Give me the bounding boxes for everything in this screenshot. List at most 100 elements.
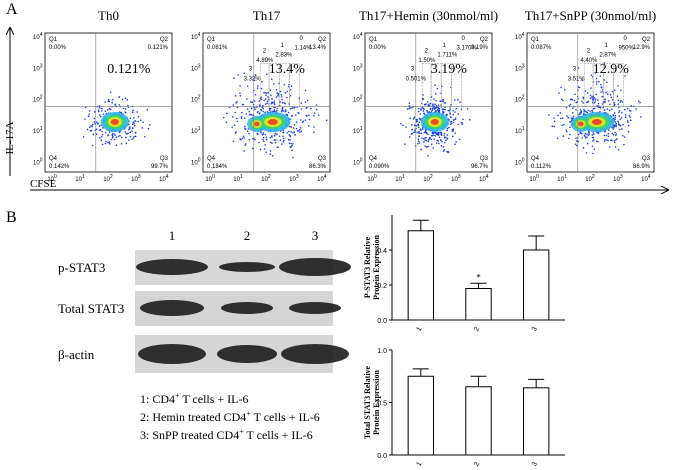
event-dot	[627, 124, 630, 127]
event-dot	[589, 97, 592, 100]
event-dot	[263, 148, 266, 150]
tick-base: 10	[33, 160, 40, 166]
event-dot	[308, 114, 310, 117]
event-dot	[606, 81, 608, 84]
tick-base: 10	[529, 177, 536, 183]
event-dot	[586, 101, 588, 104]
event-dot	[565, 129, 568, 131]
tick-base: 10	[317, 177, 324, 183]
event-dot	[448, 110, 451, 112]
event-dot	[553, 117, 555, 119]
event-dot	[418, 142, 421, 144]
event-dot	[91, 125, 93, 128]
event-dot	[279, 90, 282, 93]
plot-title: Th0	[98, 8, 119, 23]
event-dot	[462, 118, 464, 121]
event-dot	[300, 102, 303, 104]
tick-base: 10	[641, 177, 648, 183]
quadrant-pct: 0.121%	[148, 45, 169, 51]
event-dot	[146, 109, 149, 111]
event-dot	[457, 123, 459, 126]
quadrant-name: Q2	[160, 37, 169, 43]
tick-base: 10	[353, 66, 360, 72]
event-dot	[443, 132, 446, 135]
event-dot	[614, 118, 616, 121]
tick-base: 10	[515, 129, 522, 135]
plot-frame	[526, 32, 655, 173]
y-tick-label: 101	[515, 126, 525, 135]
event-dot	[264, 91, 267, 94]
event-dot	[294, 114, 297, 116]
event-dot	[278, 135, 281, 137]
tick-base: 10	[515, 35, 522, 41]
event-dot	[287, 111, 290, 114]
event-dot	[274, 141, 277, 144]
event-dot	[271, 142, 273, 144]
event-dot	[132, 121, 135, 124]
event-dot	[254, 93, 257, 96]
error-bar	[470, 375, 487, 387]
event-dot	[614, 121, 617, 123]
tick-exponent: 2	[522, 95, 525, 101]
event-dot	[423, 131, 426, 134]
event-dot	[460, 108, 463, 111]
event-dot	[98, 125, 101, 127]
x-tick-label: 101	[75, 174, 85, 183]
event-dot	[603, 62, 606, 64]
event-dot	[558, 92, 560, 94]
event-dot	[260, 87, 263, 90]
event-dot	[563, 123, 565, 126]
event-dot	[442, 112, 444, 114]
event-dot	[108, 141, 111, 143]
event-dot	[262, 132, 265, 134]
event-dot	[588, 131, 590, 134]
event-dot	[292, 127, 295, 129]
event-dot	[442, 150, 445, 152]
gate-pct: 950%	[618, 46, 634, 52]
event-dot	[269, 141, 272, 144]
event-dot	[606, 108, 609, 110]
blot-band	[281, 344, 349, 364]
event-dot	[120, 136, 123, 139]
event-dot	[265, 94, 267, 97]
event-dot	[614, 131, 616, 134]
event-dot	[588, 133, 590, 135]
tick-exponent: 1	[564, 174, 567, 180]
event-dot	[454, 118, 457, 120]
event-dot	[129, 135, 132, 138]
event-dot	[236, 106, 239, 109]
quadrant-name: Q1	[369, 37, 378, 43]
event-dot	[245, 113, 248, 115]
tick-base: 10	[33, 129, 40, 135]
tick-exponent: 4	[360, 32, 363, 38]
event-dot	[422, 110, 425, 112]
event-dot	[418, 135, 420, 138]
event-dot	[90, 124, 92, 127]
event-dot	[91, 123, 94, 126]
event-dot	[607, 100, 610, 102]
event-dot	[440, 139, 442, 141]
event-dot	[286, 90, 289, 93]
event-dot	[289, 88, 292, 91]
event-dot	[595, 93, 597, 96]
bar	[522, 249, 550, 321]
event-dot	[566, 115, 568, 117]
event-dot	[113, 133, 115, 135]
event-dot	[412, 117, 415, 120]
event-dot	[110, 138, 112, 141]
x-tick-label: 104	[159, 174, 169, 183]
x-tick-label: 103	[131, 174, 141, 183]
event-dot	[260, 96, 262, 98]
event-dot	[574, 143, 577, 146]
event-dot	[84, 118, 86, 120]
x-tick-label: 1	[416, 461, 424, 468]
event-dot	[137, 120, 139, 123]
event-dot	[450, 116, 452, 118]
tick-exponent: 4	[198, 32, 201, 38]
y-tick-label: 101	[353, 126, 363, 135]
event-dot	[616, 138, 618, 140]
event-dot	[615, 125, 617, 128]
event-dot	[299, 119, 302, 121]
event-dot	[615, 139, 617, 141]
event-dot	[239, 92, 241, 94]
